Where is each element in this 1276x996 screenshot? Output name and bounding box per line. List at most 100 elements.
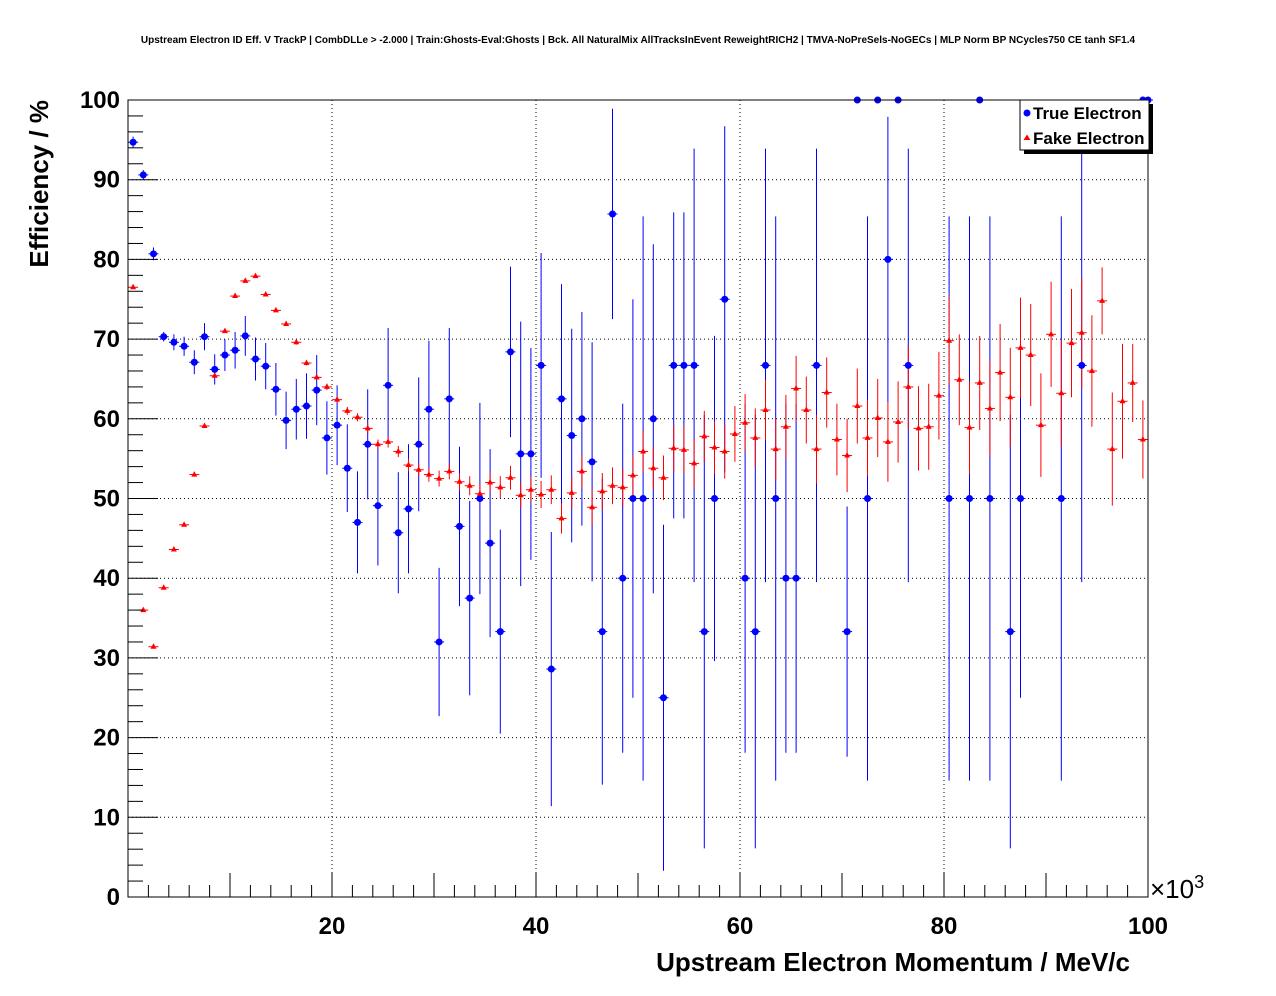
fake-electron-point bbox=[1017, 344, 1024, 350]
x-tick-label: 100 bbox=[1128, 913, 1168, 940]
true-electron-point bbox=[354, 518, 361, 526]
fake-electron-point bbox=[609, 482, 616, 488]
true-electron-point bbox=[639, 495, 647, 502]
true-electron-point bbox=[496, 628, 504, 636]
fake-electron-point bbox=[1119, 397, 1126, 404]
true-electron-point bbox=[619, 574, 627, 582]
fake-electron-point bbox=[385, 438, 392, 444]
y-tick-label: 20 bbox=[93, 725, 120, 752]
true-electron-point bbox=[772, 495, 780, 502]
fake-electron-point bbox=[650, 464, 657, 471]
fake-electron-point bbox=[1088, 367, 1095, 373]
x-tick-label: 80 bbox=[931, 913, 958, 940]
fake-electron-point bbox=[405, 461, 412, 468]
fake-electron-point bbox=[711, 443, 718, 450]
true-electron-point bbox=[231, 346, 239, 354]
true-electron-point bbox=[527, 450, 535, 458]
fake-electron-point bbox=[986, 404, 993, 411]
true-electron-point bbox=[394, 529, 402, 537]
true-electron-point bbox=[1057, 495, 1065, 502]
fake-electron-point bbox=[935, 392, 942, 398]
true-electron-point bbox=[374, 502, 382, 510]
fake-electron-point bbox=[619, 483, 626, 490]
fake-electron-point bbox=[864, 434, 871, 440]
true-electron-point bbox=[588, 458, 596, 466]
true-electron-point bbox=[598, 628, 606, 636]
true-electron-point bbox=[966, 495, 973, 502]
fake-electron-point bbox=[905, 383, 912, 389]
true-electron-point bbox=[507, 348, 514, 356]
true-electron-point bbox=[180, 342, 188, 350]
fake-electron-point bbox=[833, 436, 840, 442]
fake-electron-point bbox=[334, 396, 341, 402]
fake-electron-point bbox=[1109, 445, 1116, 452]
true-electron-point bbox=[864, 495, 871, 502]
true-electron-point bbox=[170, 338, 178, 346]
fake-electron-point bbox=[211, 372, 218, 378]
true-electron-point bbox=[405, 505, 412, 513]
fake-electron-point bbox=[303, 359, 310, 366]
fake-electron-point bbox=[364, 424, 371, 431]
fake-electron-point bbox=[425, 471, 432, 477]
true-electron-point bbox=[843, 628, 851, 636]
legend-box bbox=[1019, 99, 1150, 151]
fake-electron-point bbox=[589, 503, 596, 510]
fake-electron-point bbox=[517, 491, 524, 498]
legend-true-electron-marker bbox=[1023, 109, 1031, 117]
true-electron-point bbox=[221, 351, 229, 359]
y-tick-label: 40 bbox=[93, 565, 120, 592]
fake-electron-point bbox=[997, 369, 1004, 375]
fake-electron-point bbox=[497, 483, 504, 490]
y-tick-label: 70 bbox=[93, 326, 120, 353]
fake-electron-point bbox=[1007, 393, 1014, 400]
fake-electron-point bbox=[1058, 389, 1065, 396]
y-tick-label: 30 bbox=[93, 645, 120, 672]
true-electron-point bbox=[303, 402, 310, 410]
fake-electron-point bbox=[752, 434, 759, 440]
fake-electron-point bbox=[1068, 339, 1075, 346]
true-electron-point bbox=[700, 628, 708, 636]
fake-electron-point bbox=[313, 373, 320, 380]
true-electron-point bbox=[272, 385, 280, 393]
fake-electron-point bbox=[823, 388, 830, 395]
grid bbox=[128, 100, 1148, 897]
x-tick-label: 20 bbox=[319, 913, 346, 940]
true-electron-point bbox=[762, 361, 769, 369]
fake-electron-point bbox=[1027, 351, 1034, 358]
true-electron-point bbox=[517, 450, 525, 458]
true-electron-point bbox=[486, 539, 494, 547]
fake-electron-point bbox=[1048, 330, 1055, 337]
true-electron-point bbox=[884, 255, 892, 263]
fake-electron-point bbox=[344, 407, 351, 413]
true-electron-point bbox=[660, 694, 667, 702]
fake-electron-point bbox=[232, 292, 239, 299]
true-electron-point bbox=[578, 415, 586, 423]
true-electron-point bbox=[343, 464, 351, 472]
true-electron-point bbox=[711, 495, 718, 502]
fake-electron-point bbox=[446, 467, 453, 474]
fake-electron-point bbox=[160, 584, 167, 590]
y-tick-label: 60 bbox=[93, 406, 120, 433]
fake-electron-point bbox=[1078, 329, 1085, 335]
fake-electron-point bbox=[895, 418, 902, 424]
fake-electron-point bbox=[395, 447, 402, 454]
true-electron-point bbox=[364, 440, 372, 448]
fake-electron-point bbox=[558, 514, 565, 521]
fake-electron-point bbox=[884, 438, 891, 444]
fake-electron-point bbox=[181, 521, 188, 527]
true-electron-point bbox=[609, 210, 616, 218]
legend-true-electron-label: True Electron bbox=[1033, 104, 1142, 123]
fake-electron-point bbox=[670, 444, 677, 451]
true-electron-point bbox=[721, 295, 729, 303]
fake-electron-point bbox=[782, 423, 789, 429]
true-electron-point bbox=[986, 495, 994, 502]
true-electron-point bbox=[547, 665, 555, 673]
true-electron-point bbox=[649, 415, 657, 423]
legend: True Electron Fake Electron bbox=[1019, 99, 1153, 154]
fake-electron-point bbox=[874, 414, 881, 421]
fake-electron-point bbox=[629, 471, 636, 478]
fake-electron-point bbox=[568, 489, 575, 495]
fake-electron-point bbox=[803, 406, 810, 413]
fake-electron-point bbox=[293, 338, 300, 345]
